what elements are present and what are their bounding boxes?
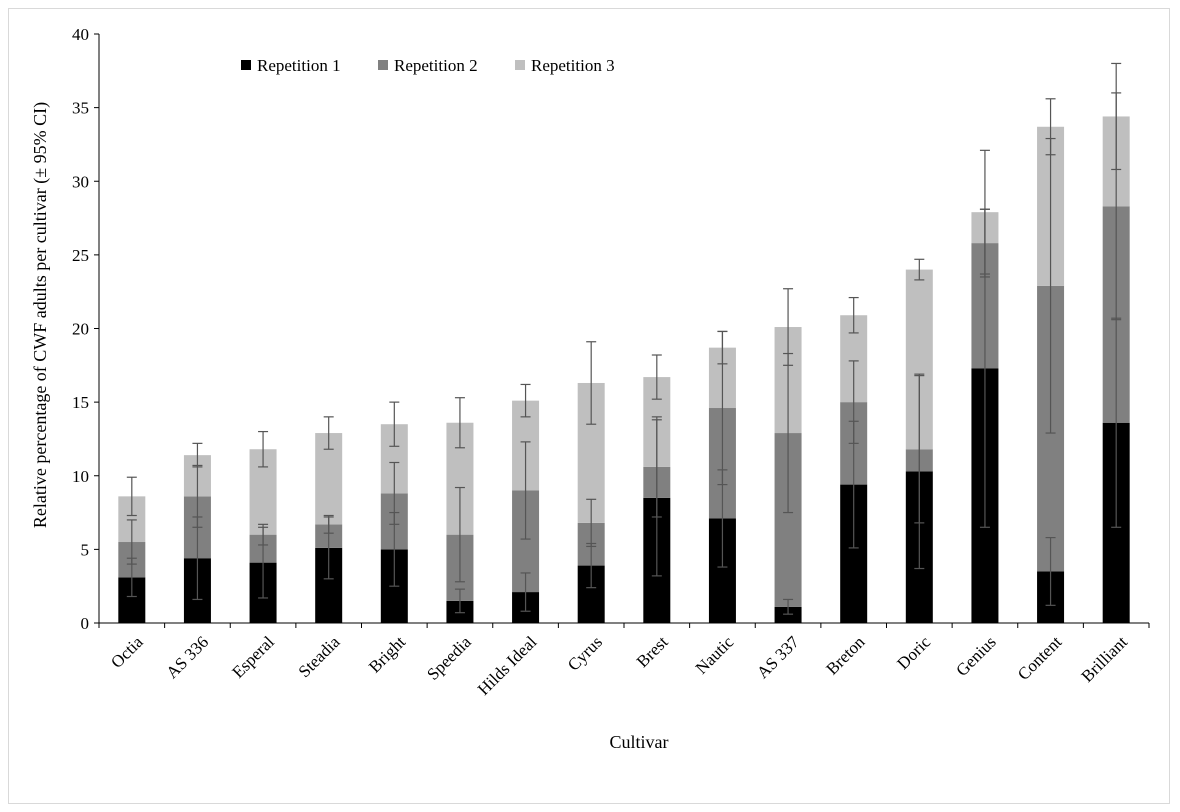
bars — [118, 116, 1130, 623]
legend-swatch — [515, 60, 525, 70]
category-label: Brilliant — [1078, 632, 1132, 686]
y-tick-label: 20 — [72, 320, 89, 339]
category-label: Bright — [365, 632, 409, 676]
category-label: Nautic — [692, 632, 738, 678]
y-tick-label: 40 — [72, 25, 89, 44]
y-tick-label: 5 — [81, 540, 90, 559]
category-label: Brest — [633, 632, 672, 671]
legend-swatch — [378, 60, 388, 70]
y-tick-label: 30 — [72, 172, 89, 191]
legend-swatch — [241, 60, 251, 70]
y-axis-title: Relative percentage of CWF adults per cu… — [30, 102, 51, 528]
category-label: Speedia — [423, 632, 475, 684]
legend-label: Repetition 2 — [394, 56, 478, 75]
legend: Repetition 1 Repetition 2 Repetition 3 — [241, 56, 615, 75]
category-label: Esperal — [228, 632, 278, 682]
y-tick-label: 0 — [81, 614, 90, 633]
stacked-bar-chart: 0 5 10 15 20 25 30 35 40 Octia AS 336 Esperal Steadi… — [30, 25, 1150, 752]
category-label: Steadia — [295, 632, 344, 681]
bar-segment — [774, 606, 802, 623]
category-label: Content — [1014, 632, 1066, 684]
category-label: AS 337 — [753, 632, 803, 682]
y-tick-label: 10 — [72, 467, 89, 486]
y-tick-label: 35 — [72, 99, 89, 118]
category-label: AS 336 — [162, 632, 212, 682]
category-label: Cyrus — [564, 632, 606, 674]
chart-frame: 0 5 10 15 20 25 30 35 40 Octia AS 336 Esperal Steadi… — [8, 8, 1170, 804]
legend-label: Repetition 1 — [257, 56, 341, 75]
y-tick-label: 15 — [72, 393, 89, 412]
legend-label: Repetition 3 — [531, 56, 615, 75]
error-bars — [126, 62, 1122, 615]
y-tick-label: 25 — [72, 246, 89, 265]
category-label: Hilds Ideal — [474, 632, 541, 699]
category-label: Breton — [822, 632, 869, 679]
category-label: Doric — [893, 632, 934, 673]
x-axis-title: Cultivar — [610, 732, 669, 752]
category-label: Octia — [107, 632, 147, 672]
category-label: Genius — [952, 632, 999, 679]
